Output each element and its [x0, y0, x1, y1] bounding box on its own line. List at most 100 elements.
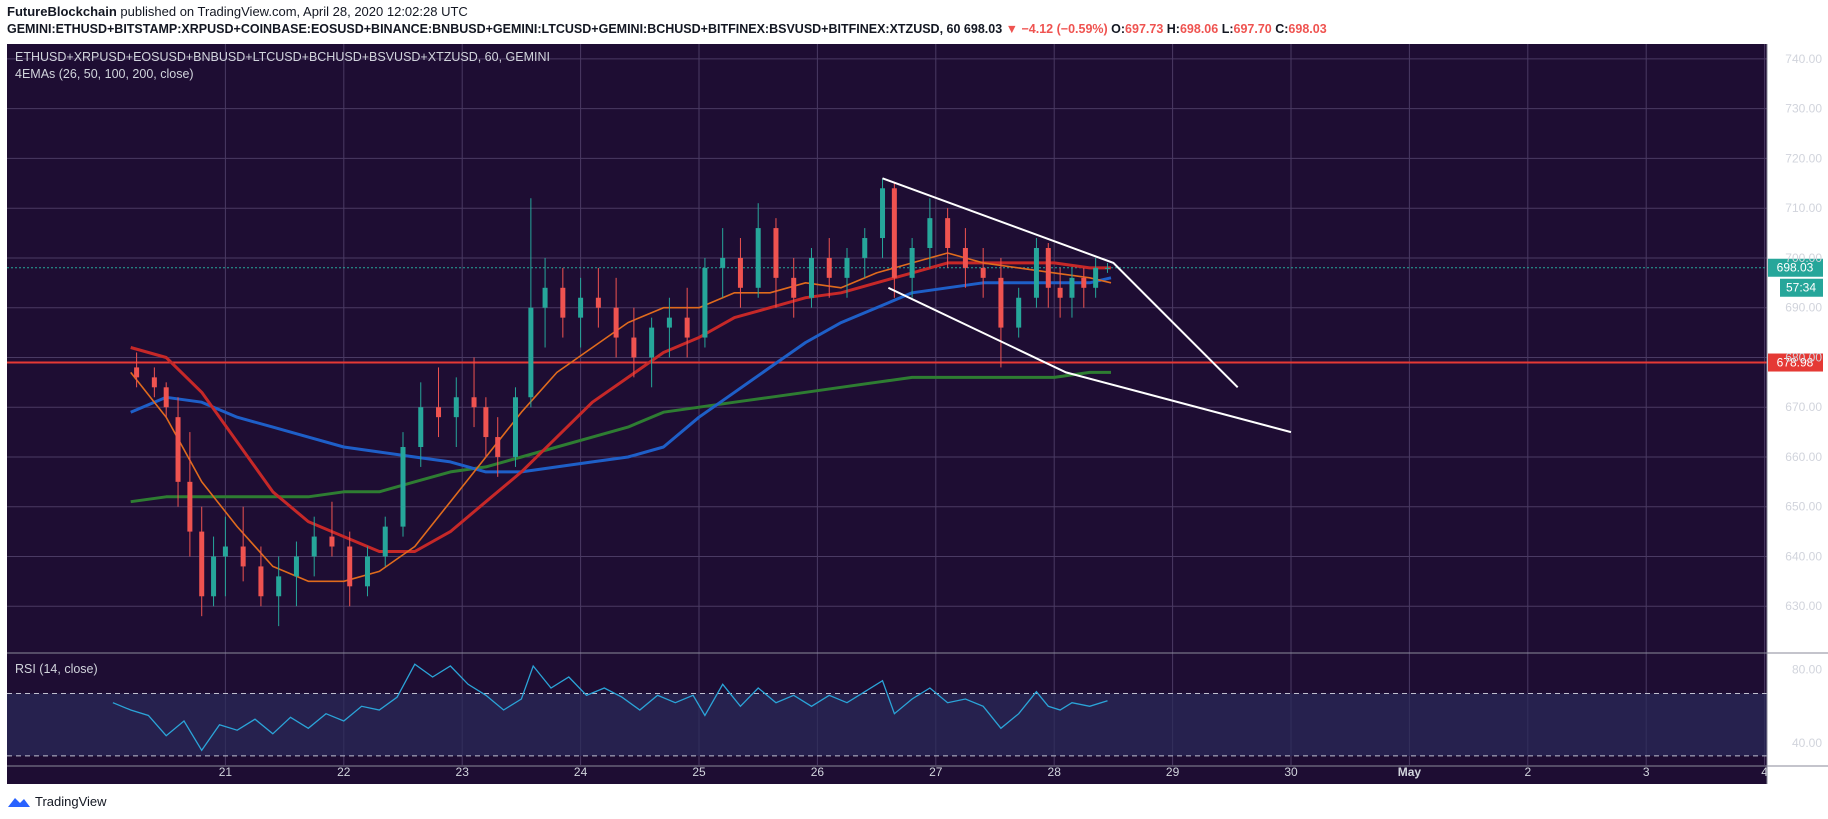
candle-body — [293, 556, 299, 577]
candle-body — [1104, 267, 1110, 269]
candlesticks — [134, 178, 1110, 627]
support-line-group: 678.98 698.03 57:34 — [7, 258, 1823, 372]
candle-body — [962, 247, 968, 268]
channel-lower-line — [887, 286, 1292, 434]
candle-body — [595, 297, 601, 308]
x-tick-label: 24 — [574, 765, 588, 779]
x-tick-label: 3 — [1643, 765, 1650, 779]
open-label: O: — [1111, 22, 1126, 36]
last-price-label: 698.03 — [1777, 261, 1814, 275]
x-tick-label: 28 — [1048, 765, 1062, 779]
low-label: L: — [1221, 22, 1234, 36]
indicator-label: 4EMAs (26, 50, 100, 200, close) — [15, 67, 194, 81]
ema200-line — [130, 370, 1111, 504]
candle-body — [400, 447, 406, 527]
candle-body — [453, 397, 459, 418]
candle-body — [329, 536, 335, 547]
price-change: −4.12 (−0.59%) — [1021, 22, 1108, 36]
footer-brand[interactable]: TradingView — [35, 794, 107, 809]
y-tick-label: 630.00 — [1785, 599, 1822, 613]
candle-body — [826, 257, 832, 278]
candle-body — [702, 267, 708, 338]
y-tick-label: 650.00 — [1785, 500, 1822, 514]
candle-body — [418, 407, 424, 448]
candle-body — [1069, 277, 1075, 298]
x-tick-label: 30 — [1284, 765, 1298, 779]
rsi-line — [112, 663, 1108, 752]
candle-body — [276, 576, 282, 597]
ema100-line — [130, 276, 1112, 474]
candle-body — [512, 397, 518, 457]
candle-body — [578, 297, 584, 318]
candle-body — [613, 307, 619, 338]
y-tick-label: 690.00 — [1785, 301, 1822, 315]
candle-body — [1093, 267, 1099, 288]
symbol-legend: GEMINI:ETHUSD+BITSTAMP:XRPUSD+COINBASE:E… — [7, 22, 1327, 36]
candle-body — [483, 407, 489, 438]
candle-body — [222, 546, 228, 557]
candle-body — [631, 337, 637, 358]
y-tick-label: 710.00 — [1785, 201, 1822, 215]
footer: TradingView — [7, 794, 107, 809]
candle-body — [1081, 277, 1087, 288]
candle-body — [791, 277, 797, 298]
candle-body — [737, 257, 743, 288]
candle-body — [755, 228, 761, 288]
x-tick-label: 25 — [692, 765, 706, 779]
candle-body — [175, 417, 181, 482]
tradingview-logo-icon[interactable] — [7, 795, 31, 809]
y-tick-label: 640.00 — [1785, 549, 1822, 563]
candle-body — [808, 257, 814, 298]
publisher-line: FutureBlockchain published on TradingVie… — [7, 4, 468, 19]
y-tick-label: 670.00 — [1785, 400, 1822, 414]
channel-lines — [882, 177, 1292, 434]
candle-body — [134, 367, 140, 378]
candle-body — [528, 307, 534, 398]
y-tick-label: 700.00 — [1785, 251, 1822, 265]
candle-body — [1033, 247, 1039, 298]
candle-body — [471, 397, 477, 408]
candle-body — [862, 238, 868, 258]
high-label: H: — [1166, 22, 1180, 36]
rsi-label: RSI (14, close) — [15, 662, 98, 676]
support-label-box — [1768, 353, 1823, 372]
candle-body — [1057, 287, 1063, 298]
candle-body — [909, 247, 915, 278]
candle-body — [436, 407, 442, 418]
x-tick-label: 2 — [1524, 765, 1531, 779]
high-value: 698.06 — [1179, 22, 1219, 36]
candle-body — [240, 546, 246, 567]
candle-body — [311, 536, 317, 557]
chart-title: ETHUSD+XRPUSD+EOSUSD+BNBUSD+LTCUSD+BCHUS… — [15, 50, 550, 64]
candle-body — [560, 287, 566, 318]
candle-body — [258, 566, 264, 597]
author-name[interactable]: FutureBlockchain — [7, 4, 117, 19]
y-tick-label: 680.00 — [1785, 350, 1822, 364]
x-tick-label: 26 — [811, 765, 825, 779]
x-tick-label: 27 — [929, 765, 943, 779]
countdown-label: 57:34 — [1786, 281, 1816, 295]
candle-body — [684, 317, 690, 338]
x-tick-label: 23 — [456, 765, 470, 779]
symbol-line: GEMINI:ETHUSD+BITSTAMP:XRPUSD+COINBASE:E… — [7, 22, 961, 36]
candle-body — [720, 257, 726, 268]
x-tick-label: 21 — [219, 765, 233, 779]
y-tick-label: 730.00 — [1785, 102, 1822, 116]
candle-body — [927, 218, 933, 248]
candle-body — [998, 277, 1004, 328]
close-value: 698.03 — [1288, 22, 1327, 36]
candle-body — [211, 556, 217, 597]
published-text: published on TradingView.com, April 28, … — [120, 4, 468, 19]
candle-body — [1016, 297, 1022, 328]
rsi-tick-label: 40.00 — [1792, 736, 1822, 750]
y-tick-label: 720.00 — [1785, 151, 1822, 165]
candle-body — [773, 228, 779, 278]
axes: 21222324252627282930May2345630.00640.006… — [7, 44, 1828, 784]
open-value: 697.73 — [1125, 22, 1164, 36]
low-value: 697.70 — [1233, 22, 1272, 36]
candle-body — [945, 218, 951, 248]
candle-body — [163, 387, 169, 408]
channel-upper-line — [882, 177, 1239, 389]
rsi-tick-label: 80.00 — [1792, 663, 1822, 677]
